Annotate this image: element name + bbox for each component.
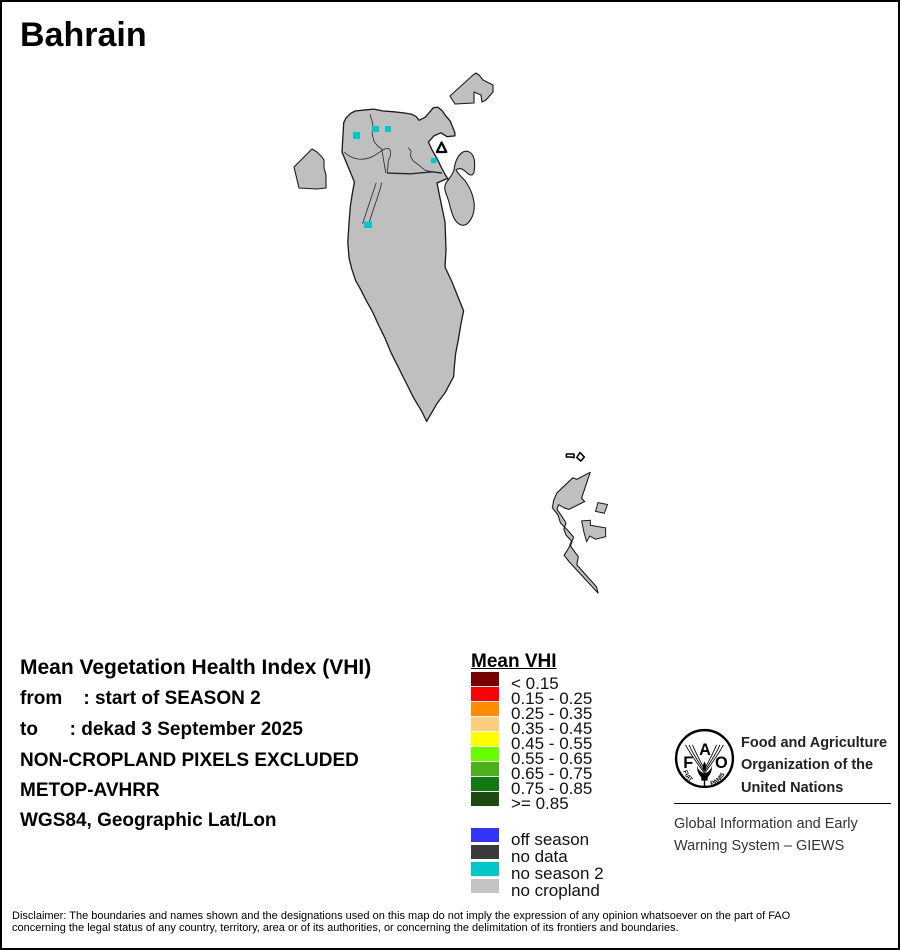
svg-text:O: O bbox=[715, 754, 728, 772]
svg-text:A: A bbox=[699, 741, 711, 759]
svg-text:F: F bbox=[683, 754, 693, 772]
